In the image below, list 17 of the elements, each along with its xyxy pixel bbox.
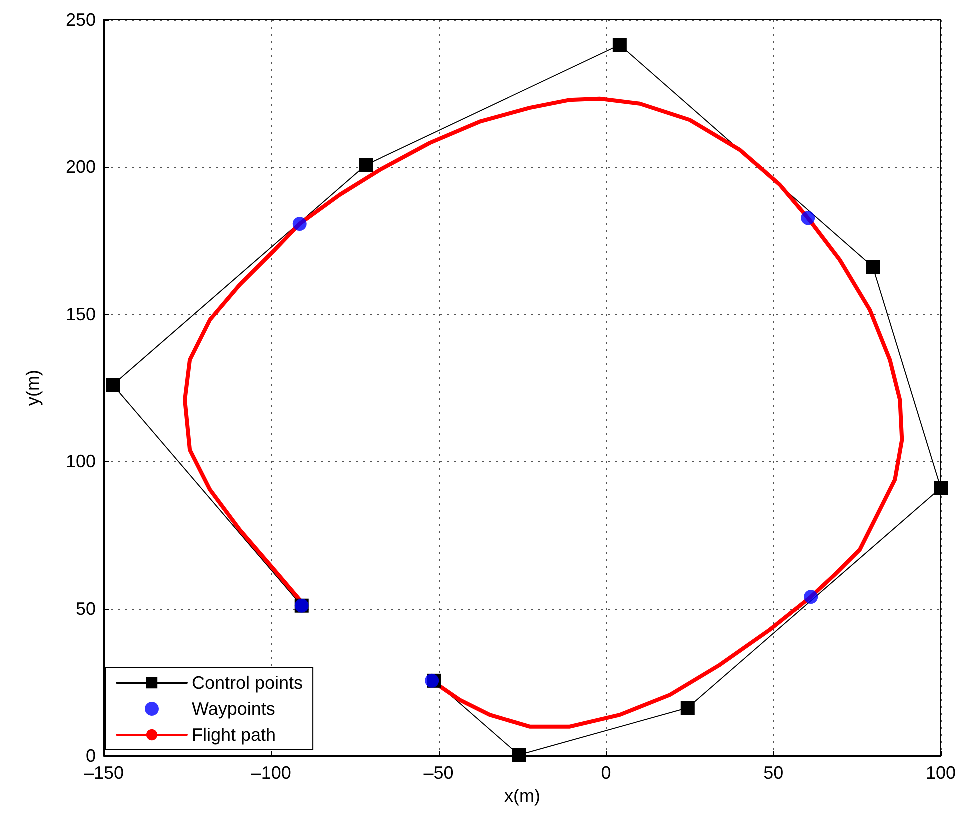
y-tick-label: 150 <box>66 304 96 324</box>
legend-label: Flight path <box>192 725 276 745</box>
x-tick-label: –100 <box>251 763 292 783</box>
y-tick-label: 0 <box>86 746 96 766</box>
y-axis-title: y(m) <box>23 370 43 406</box>
x-tick-label: 100 <box>926 763 956 783</box>
legend-label: Control points <box>192 673 304 693</box>
x-tick-label: –150 <box>84 763 124 783</box>
y-tick-label: 100 <box>66 452 96 472</box>
x-tick-label: –50 <box>424 763 454 783</box>
y-tick-label: 200 <box>66 157 96 178</box>
x-tick-label: 50 <box>764 763 784 783</box>
y-tick-label: 50 <box>76 598 96 619</box>
y-tick-label: 250 <box>66 10 96 30</box>
legend-label: Waypoints <box>192 699 276 719</box>
x-tick-label: 0 <box>601 763 612 783</box>
x-axis-title: x(m) <box>504 786 540 806</box>
